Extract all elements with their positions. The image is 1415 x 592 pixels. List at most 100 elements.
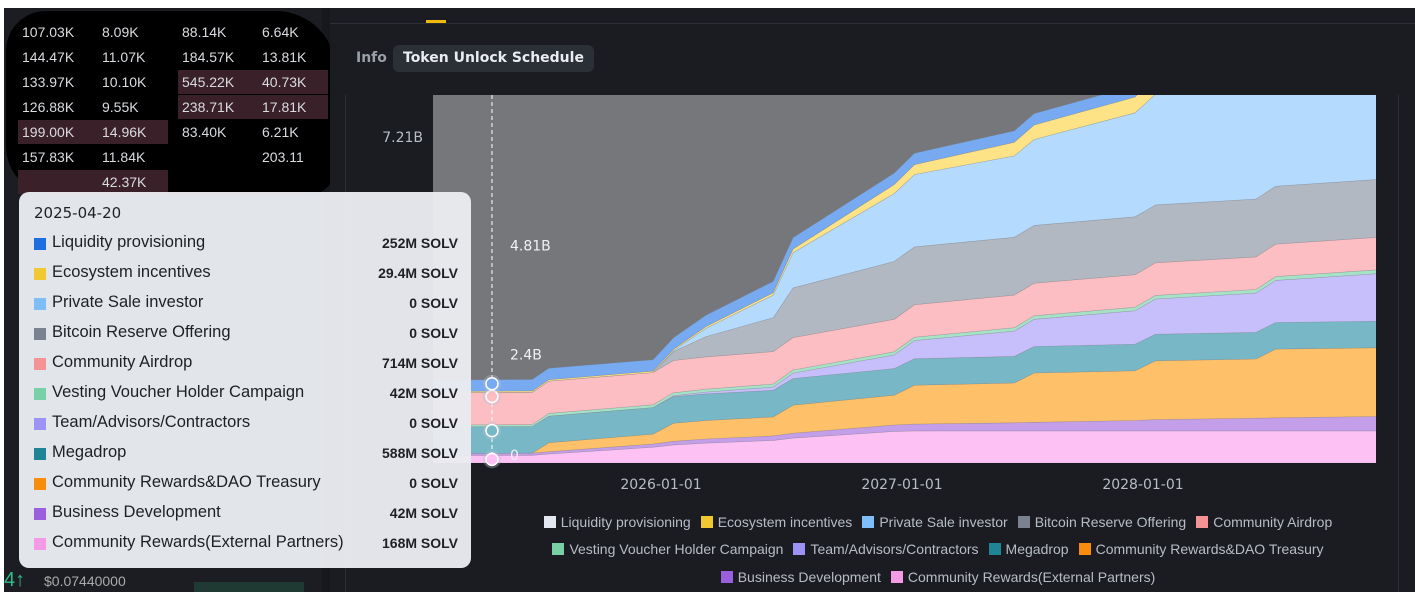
tooltip-series-value: 42M SOLV <box>389 505 458 521</box>
tooltip-row: Team/Advisors/Contractors 0 SOLV <box>34 412 458 436</box>
tooltip-series-label: Private Sale investor <box>52 293 204 311</box>
order-book-total: 9.55K <box>102 99 139 115</box>
order-book-row[interactable]: 107.03K 8.09K <box>18 20 168 44</box>
tooltip-series-label: Bitcoin Reserve Offering <box>52 323 231 341</box>
last-price: 4↑ <box>4 569 26 591</box>
tooltip-series-label: Ecosystem incentives <box>52 263 211 281</box>
tooltip-row: Business Development 42M SOLV <box>34 502 458 526</box>
legend-item[interactable]: Community Rewards&DAO Treasury <box>1078 541 1324 557</box>
legend-label: Liquidity provisioning <box>560 514 691 530</box>
order-book-amount: 107.03K <box>22 24 75 40</box>
series-swatch-icon <box>34 358 46 370</box>
order-book-total: 42.37K <box>102 174 147 190</box>
legend-item[interactable]: Ecosystem incentives <box>700 514 853 530</box>
order-book-row[interactable]: 545.22K 40.73K <box>178 70 328 94</box>
legend-swatch-icon <box>862 516 875 528</box>
tooltip-row: Bitcoin Reserve Offering 0 SOLV <box>34 322 458 346</box>
order-book-row[interactable]: 184.57K 13.81K <box>178 45 328 69</box>
order-book-amount: 88.14K <box>182 24 227 40</box>
tooltip-series-label: Vesting Voucher Holder Campaign <box>52 383 305 401</box>
tooltip-row: Community Rewards(External Partners) 168M… <box>34 532 458 556</box>
tooltip-series-value: 0 SOLV <box>409 415 458 431</box>
tooltip-date: 2025-04-20 <box>34 204 122 222</box>
order-book-amount: 199.00K <box>22 124 75 140</box>
token-unlock-chart[interactable]: 2026-01-01 2027-01-01 2028-01-01 0 2.4B 4.81B… <box>4 8 1415 592</box>
order-book-total: 10.10K <box>102 74 147 90</box>
order-book-total: 17.81K <box>262 99 307 115</box>
legend-label: Megadrop <box>1005 541 1069 557</box>
legend-item[interactable]: Private Sale investor <box>862 514 1008 530</box>
legend-item[interactable]: Liquidity provisioning <box>543 514 691 530</box>
legend-item[interactable]: Bitcoin Reserve Offering <box>1017 514 1186 530</box>
tooltip-series-label: Team/Advisors/Contractors <box>52 413 251 431</box>
series-swatch-icon <box>34 478 46 490</box>
series-swatch-icon <box>34 448 46 460</box>
legend-label: Ecosystem incentives <box>717 514 853 530</box>
legend-label: Community Rewards&DAO Treasury <box>1095 541 1324 557</box>
series-swatch-icon <box>34 298 46 310</box>
legend-row: Business Development Community Rewards(Ex… <box>478 569 1398 585</box>
order-book-row[interactable]: 238.71K 17.81K <box>178 95 328 119</box>
area-megadrop <box>433 320 1376 454</box>
order-book-row[interactable]: 199.00K 14.96K <box>18 120 168 144</box>
order-book-total: 40.73K <box>262 74 307 90</box>
series-swatch-icon <box>34 238 46 250</box>
legend-swatch-icon <box>700 516 713 528</box>
tooltip-series-label: Community Rewards&DAO Treasury <box>52 473 321 491</box>
y-tick-label: 0 <box>510 448 519 464</box>
order-book-row[interactable]: 144.47K 11.07K <box>18 45 168 69</box>
chart-tooltip: 2025-04-20 Liquidity provisioning 252M SO… <box>19 192 471 568</box>
order-book-amount: 184.57K <box>182 49 235 65</box>
tooltip-series-value: 252M SOLV <box>382 235 458 251</box>
order-book-row[interactable]: 42.37K <box>18 170 168 194</box>
legend-label: Community Rewards(External Partners) <box>907 569 1156 585</box>
tooltip-series-label: Community Rewards(External Partners) <box>52 533 344 551</box>
legend-item[interactable]: Community Airdrop <box>1196 514 1332 530</box>
hover-marker <box>485 452 499 467</box>
legend-row: Liquidity provisioning Ecosystem incentiv… <box>478 514 1398 530</box>
tooltip-row: Liquidity provisioning 252M SOLV <box>34 232 458 256</box>
area-bitcoin-reserve-offering <box>433 179 1376 393</box>
series-swatch-icon <box>34 268 46 280</box>
legend-label: Private Sale investor <box>879 514 1008 530</box>
hover-marker <box>485 423 499 438</box>
app-window: 4↑ $0.07440000 107.03K 8.09K 144.47K 11.07K… <box>4 8 1415 592</box>
tab-token-unlock-schedule[interactable]: Token Unlock Schedule <box>393 45 594 72</box>
order-book-row[interactable]: 133.97K 10.10K <box>18 70 168 94</box>
legend-row: Vesting Voucher Holder Campaign Team/Advi… <box>478 541 1398 557</box>
legend-item[interactable]: Business Development <box>720 569 881 585</box>
legend-swatch-icon <box>793 543 806 555</box>
tab-info[interactable]: Info <box>356 50 387 66</box>
tooltip-series-value: 168M SOLV <box>382 535 458 551</box>
area-private-sale-investor <box>433 95 1376 393</box>
order-book-rows: 107.03K 8.09K 144.47K 11.07K 133.97K 10.10K 12… <box>4 8 334 198</box>
order-book-amount: 157.83K <box>22 149 75 165</box>
legend-item[interactable]: Vesting Voucher Holder Campaign <box>552 541 783 557</box>
topbar-divider <box>330 23 1415 24</box>
order-book-row[interactable]: 203.11 <box>178 145 328 169</box>
stacked-areas <box>433 95 1376 463</box>
x-tick-label: 2027-01-01 <box>861 477 942 493</box>
order-book-total: 11.84K <box>102 149 146 165</box>
legend-item[interactable]: Community Rewards(External Partners) <box>890 569 1156 585</box>
series-swatch-icon <box>34 388 46 400</box>
tooltip-series-value: 42M SOLV <box>389 385 458 401</box>
series-swatch-icon <box>34 328 46 340</box>
order-book-row[interactable]: 157.83K 11.84K <box>18 145 168 169</box>
order-book-row[interactable]: 88.14K 6.64K <box>178 20 328 44</box>
legend-swatch-icon <box>720 571 733 583</box>
order-book-amount: 238.71K <box>182 99 235 115</box>
tooltip-series-value: 29.4M SOLV <box>378 265 458 281</box>
tooltip-row: Community Rewards&DAO Treasury 0 SOLV <box>34 472 458 496</box>
legend-item[interactable]: Megadrop <box>988 541 1069 557</box>
tooltip-row: Private Sale investor 0 SOLV <box>34 292 458 316</box>
y-tick-label: 4.81B <box>510 239 551 255</box>
order-book-row[interactable]: 126.88K 9.55K <box>18 95 168 119</box>
legend-item[interactable]: Team/Advisors/Contractors <box>793 541 979 557</box>
tooltip-series-label: Liquidity provisioning <box>52 233 206 251</box>
order-book-row[interactable]: 83.40K 6.21K <box>178 120 328 144</box>
active-tab-indicator <box>426 20 446 23</box>
order-book-depth-bar <box>194 582 304 592</box>
x-tick-label: 2028-01-01 <box>1102 477 1183 493</box>
order-book-total: 14.96K <box>102 124 147 140</box>
